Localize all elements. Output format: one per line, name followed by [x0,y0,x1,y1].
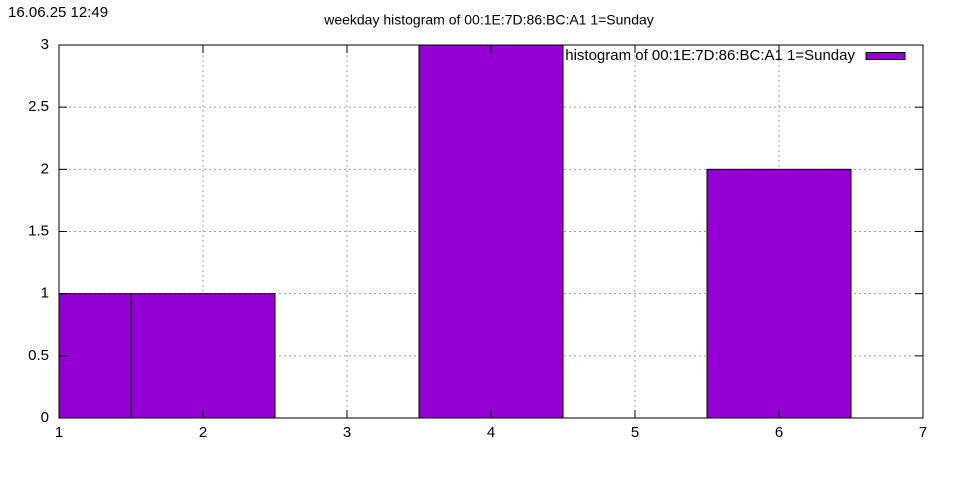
timestamp: 16.06.25 12:49 [8,4,108,21]
y-tick-label: 2.5 [28,98,49,115]
bar [706,168,852,418]
axes: 0 0.5 1 1.5 2 2.5 3 1 2 3 4 5 6 7 [28,36,927,441]
y-tick-label: 0.5 [28,347,49,364]
legend: weekday histogram of 00:1E:7D:86:BC:A1 1… [501,47,906,64]
legend-key [865,52,906,60]
x-tick-label: 4 [487,424,495,441]
chart-title: weekday histogram of 00:1E:7D:86:BC:A1 1… [323,12,654,28]
y-tick-label: 0 [41,409,49,426]
bar [130,293,276,418]
x-tick-label: 5 [631,424,639,441]
y-tick-label: 2 [41,160,49,177]
x-tick-label: 7 [919,424,927,441]
x-tick-label: 1 [55,424,63,441]
legend-label: weekday histogram of 00:1E:7D:86:BC:A1 1… [501,47,856,64]
x-tick-label: 6 [775,424,783,441]
bars [59,45,852,418]
x-tick-label: 2 [199,424,207,441]
bar [418,45,564,418]
y-tick-label: 1.5 [28,222,49,239]
x-tick-label: 3 [343,424,351,441]
y-tick-label: 1 [41,285,49,302]
bar [59,293,132,418]
plot-frame [58,44,924,419]
y-tick-label: 3 [41,36,49,53]
